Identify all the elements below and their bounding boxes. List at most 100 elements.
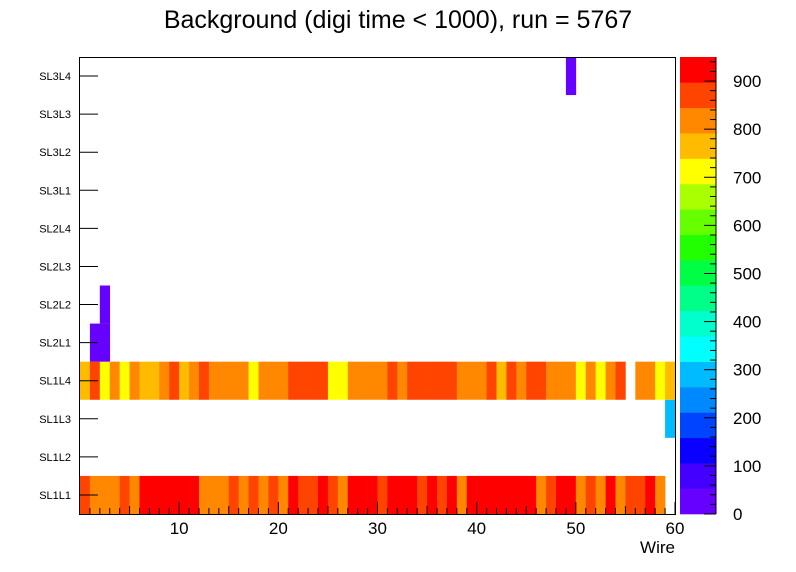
y-tick-label: SL1L4 bbox=[39, 376, 71, 388]
heatmap-cell bbox=[486, 475, 497, 514]
heatmap-cell bbox=[288, 361, 299, 400]
x-tick-label: 10 bbox=[170, 519, 189, 538]
heatmap-cell bbox=[427, 361, 438, 400]
color-band bbox=[680, 57, 716, 83]
y-tick-label: SL2L2 bbox=[39, 300, 71, 312]
color-band bbox=[680, 285, 716, 312]
heatmap-cell bbox=[327, 361, 339, 400]
heatmap-cell bbox=[119, 361, 130, 400]
heatmap-cell bbox=[337, 361, 349, 400]
heatmap-cell bbox=[575, 475, 587, 514]
heatmap-cell bbox=[308, 361, 319, 400]
heatmap-cell bbox=[516, 361, 527, 400]
plot-frame bbox=[79, 57, 676, 515]
heatmap-cell bbox=[99, 285, 111, 324]
y-tick-label: SL2L1 bbox=[39, 338, 71, 350]
heatmap-cell bbox=[645, 475, 656, 514]
heatmap-cell bbox=[99, 361, 111, 400]
x-tick-label: 40 bbox=[467, 519, 486, 538]
heatmap-cell bbox=[536, 361, 547, 400]
x-axis: 10 20 30 40 50 60 bbox=[89, 502, 684, 538]
x-tick-label: 50 bbox=[566, 519, 585, 538]
heatmap-cell bbox=[367, 361, 378, 400]
color-scale-axis: 0 100 200 300 400 500 600 700 800 900 bbox=[704, 57, 761, 524]
heatmap-cell bbox=[308, 475, 319, 514]
heatmap-cell bbox=[357, 361, 368, 400]
heatmap-cell bbox=[377, 361, 388, 400]
color-band bbox=[680, 82, 716, 109]
heatmap-cell bbox=[347, 361, 358, 400]
heatmap-cell bbox=[556, 475, 567, 514]
heatmap-cell bbox=[139, 361, 150, 400]
color-axis-label: 800 bbox=[733, 120, 761, 139]
heatmap-cell bbox=[407, 475, 418, 514]
heatmap-cell bbox=[109, 475, 120, 514]
heatmap-cell bbox=[417, 361, 428, 400]
color-band bbox=[680, 133, 716, 159]
y-tick-label: SL2L4 bbox=[39, 223, 71, 235]
heatmap-cell bbox=[149, 361, 160, 400]
heatmap-cell bbox=[99, 323, 111, 362]
heatmap-cell bbox=[99, 475, 111, 514]
heatmap-cell bbox=[298, 361, 309, 400]
heatmap-cell bbox=[417, 475, 428, 514]
heatmap-cell bbox=[179, 475, 190, 514]
heatmap-cell bbox=[536, 475, 547, 514]
x-tick-label: 30 bbox=[368, 519, 387, 538]
heatmap-cell bbox=[397, 475, 408, 514]
heatmap-cell bbox=[615, 361, 626, 400]
heatmap-cell bbox=[268, 475, 279, 514]
heatmap-cell bbox=[179, 361, 190, 400]
heatmap-cell bbox=[318, 475, 329, 514]
heatmap-cell bbox=[169, 475, 180, 514]
heatmap-cell bbox=[615, 475, 626, 514]
heatmap-cell bbox=[437, 361, 448, 400]
heatmap-cell bbox=[655, 361, 666, 400]
heatmap-cell bbox=[278, 361, 289, 400]
heatmap-cell bbox=[377, 475, 388, 514]
heatmap-cell bbox=[199, 361, 210, 400]
heatmap-cell bbox=[119, 475, 130, 514]
heatmap-cell bbox=[506, 361, 517, 400]
heatmap-cell bbox=[506, 475, 517, 514]
y-axis: SL1L1 SL1L2 SL1L3 SL1L4 SL2L1 SL2L2 SL2L3 SL2L4… bbox=[39, 71, 98, 502]
color-band bbox=[680, 463, 716, 489]
heatmap-cell bbox=[208, 361, 220, 400]
heatmap-cell bbox=[605, 361, 616, 400]
y-tick-label: SL2L3 bbox=[39, 261, 71, 273]
heatmap-cell bbox=[546, 475, 557, 514]
heatmap-cell bbox=[546, 361, 557, 400]
heatmap-cell bbox=[565, 475, 577, 514]
color-axis-label: 200 bbox=[733, 409, 761, 428]
color-band bbox=[680, 488, 716, 515]
heatmap-cell bbox=[367, 475, 378, 514]
heatmap-cell bbox=[635, 361, 646, 400]
chart-title: Background (digi time < 1000), run = 576… bbox=[164, 6, 632, 34]
heatmap-cell bbox=[556, 361, 567, 400]
heatmap-cell bbox=[258, 475, 269, 514]
y-tick-label: SL3L3 bbox=[39, 109, 71, 121]
color-axis-label: 900 bbox=[733, 72, 761, 91]
y-tick-label: SL1L2 bbox=[39, 452, 71, 464]
heatmap-cell bbox=[466, 361, 477, 400]
heatmap-cell bbox=[268, 361, 279, 400]
heatmap-cells bbox=[80, 57, 676, 514]
color-axis-label: 600 bbox=[733, 216, 761, 235]
y-tick-label: SL1L1 bbox=[39, 490, 71, 502]
heatmap-cell bbox=[635, 475, 646, 514]
heatmap-cell bbox=[288, 475, 299, 514]
heatmap-cell bbox=[585, 475, 596, 514]
heatmap-cell bbox=[665, 361, 676, 400]
heatmap-cell bbox=[189, 361, 200, 400]
color-axis-label: 400 bbox=[733, 313, 761, 332]
heatmap-cell bbox=[208, 475, 220, 514]
heatmap-cell bbox=[456, 475, 468, 514]
heatmap-cell bbox=[258, 361, 269, 400]
heatmap-cell bbox=[407, 361, 418, 400]
heatmap-cell bbox=[437, 475, 448, 514]
heatmap-cell bbox=[456, 361, 468, 400]
heatmap-cell bbox=[526, 475, 537, 514]
heatmap-cell bbox=[476, 475, 487, 514]
heatmap-cell bbox=[129, 475, 140, 514]
heatmap-cell bbox=[665, 399, 676, 438]
